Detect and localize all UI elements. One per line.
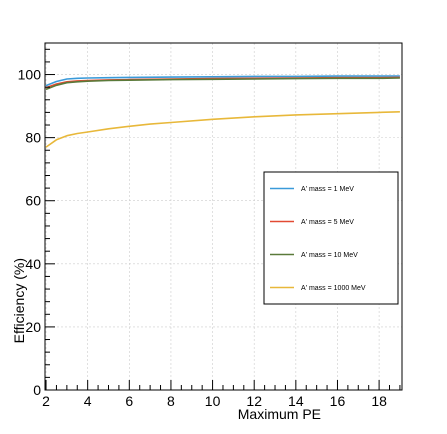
x-tick-label: 2 [42, 393, 50, 409]
x-tick-label: 10 [205, 393, 221, 409]
y-tick-label: 60 [25, 193, 41, 209]
x-tick-label: 6 [125, 393, 133, 409]
series-line-4 [45, 111, 400, 148]
legend-items: A' mass = 1 MeV A' mass = 5 MeV A' mass = … [270, 186, 366, 292]
x-tick-label: 4 [84, 393, 92, 409]
x-tick-label: 8 [167, 393, 175, 409]
y-axis-title: Efficiency (%) [11, 258, 27, 343]
x-axis-title: Maximum PE [238, 406, 321, 422]
x-tick-label: 16 [330, 393, 346, 409]
y-tick-label: 100 [18, 67, 42, 83]
y-tick-label: 20 [25, 319, 41, 335]
legend-box [263, 171, 399, 305]
legend: A' mass = 1 MeV A' mass = 5 MeV A' mass = … [263, 171, 399, 305]
legend-label: A' mass = 1000 MeV [301, 285, 366, 292]
legend-label: A' mass = 5 MeV [301, 219, 354, 226]
x-tick-label: 18 [371, 393, 387, 409]
series-line-1 [45, 75, 400, 87]
x-tick-label: 14 [288, 393, 304, 409]
y-tick-label: 40 [25, 256, 41, 272]
series-layer [45, 75, 400, 148]
x-tick-label: 12 [246, 393, 262, 409]
axis-layer: 2 4 6 8 10 12 14 16 18 0 20 40 60 80 100 [18, 48, 401, 409]
plot-frame [44, 42, 403, 391]
legend-label: A' mass = 10 MeV [301, 252, 358, 259]
legend-label: A' mass = 1 MeV [301, 186, 354, 193]
y-tick-label: 80 [25, 130, 41, 146]
y-tick-label: 0 [33, 382, 41, 398]
series-line-3 [45, 77, 400, 91]
